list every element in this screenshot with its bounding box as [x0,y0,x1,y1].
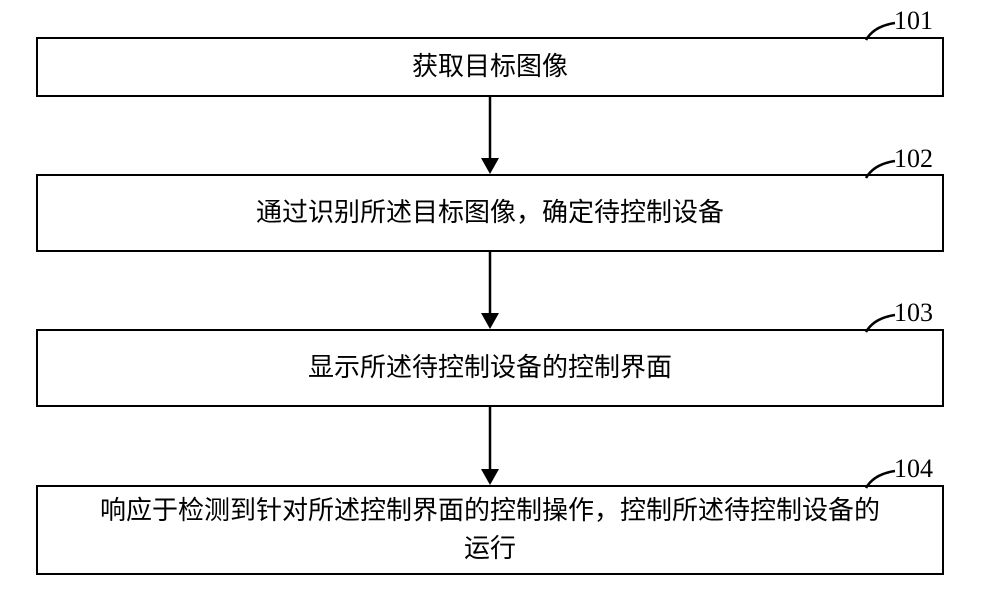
step-box-2: 通过识别所述目标图像，确定待控制设备 [36,174,944,252]
step-ref-label-3: 103 [894,298,933,328]
step-box-4: 响应于检测到针对所述控制界面的控制操作，控制所述待控制设备的 运行 [36,485,944,575]
step-box-3: 显示所述待控制设备的控制界面 [36,329,944,407]
step-ref-label-1: 101 [894,6,933,36]
step-ref-label-2: 102 [894,144,933,174]
step-ref-label-4: 104 [894,454,933,484]
step-text-4: 响应于检测到针对所述控制界面的控制操作，控制所述待控制设备的 运行 [100,492,880,567]
step-text-2: 通过识别所述目标图像，确定待控制设备 [256,194,724,232]
step-text-1: 获取目标图像 [412,48,568,86]
step-box-1: 获取目标图像 [36,37,944,97]
step-text-3: 显示所述待控制设备的控制界面 [308,349,672,387]
flowchart-canvas: 获取目标图像 通过识别所述目标图像，确定待控制设备 显示所述待控制设备的控制界面… [0,0,1000,595]
